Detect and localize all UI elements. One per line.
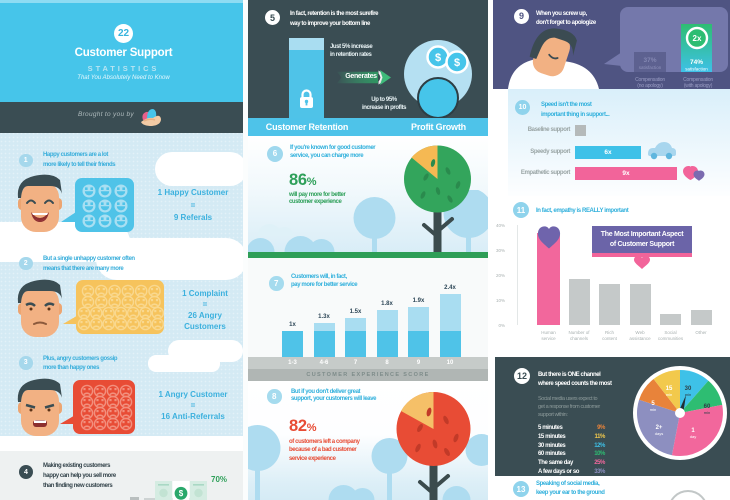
svg-text:$: $ [435,52,441,64]
svg-text:5: 5 [651,401,655,407]
svg-text:60: 60 [704,404,711,410]
svg-text:30: 30 [685,386,692,392]
svg-text:15: 15 [666,386,673,392]
svg-text:$: $ [179,489,184,498]
svg-text:min: min [650,407,656,412]
svg-text:1: 1 [691,428,695,434]
svg-text:min: min [685,392,691,397]
svg-text:day: day [690,434,696,439]
svg-text:37%: 37% [643,57,656,64]
svg-text:satisfaction: satisfaction [639,65,662,70]
svg-text:2x: 2x [693,34,702,43]
svg-text:days: days [655,431,663,436]
svg-text:satisfaction: satisfaction [685,67,708,72]
svg-text:$: $ [454,57,460,69]
svg-text:74%: 74% [690,59,703,66]
svg-text:min: min [666,392,672,397]
svg-text:2+: 2+ [656,425,663,431]
svg-text:min: min [704,410,710,415]
